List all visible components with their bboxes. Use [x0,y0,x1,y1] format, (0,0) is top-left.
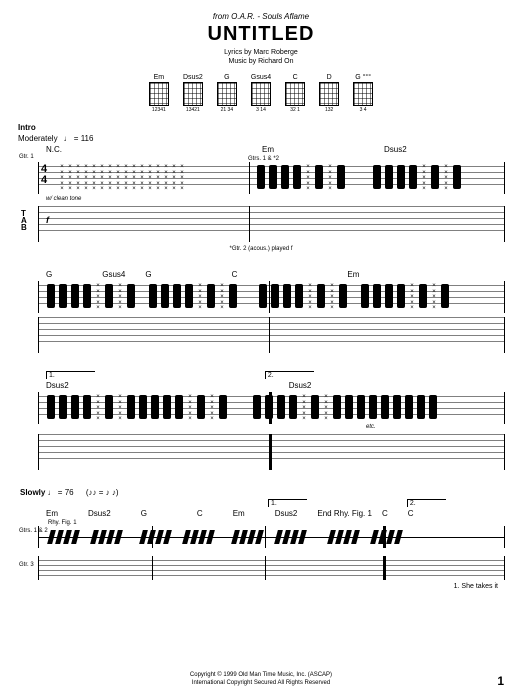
lyrics-credit: Lyrics by Marc Roberge [18,48,504,57]
chord-label: Dsus2 [46,381,69,390]
chord-labels-s2: G Gsus4 G C Em [18,270,504,279]
system-2: G Gsus4 G C Em ××××× ××××× ××××× ××××× × [18,270,504,353]
end-rhy-fig: End Rhy. Fig. 1 [317,509,372,518]
gtrs-label: Gtrs. 1 & 2 [19,528,48,534]
chord-diagram: D132 [319,74,339,113]
slowly-bpm: ♩ = 76 [48,488,74,497]
lyric-text: 1. She takes it [454,583,498,590]
tempo-bpm: ♩ = 116 [64,134,94,143]
chord-label: C [408,509,414,518]
slowly-tempo: Slowly ♩ = 76 (♪♪ = ♪ ♪) [20,488,504,497]
tempo-text: Moderately [18,134,58,143]
chord-label: Gsus4 [102,270,125,279]
tempo-marking: Moderately ♩ = 116 [18,134,504,143]
chord-diagrams-row: Em12341 Dsus213421 G21 34 Gsus43 14 C32 … [18,74,504,113]
chord-group: ××××× ××××× ××××× ××××× ××××× ××××× ××××… [47,284,449,310]
muted-strum-group: ××××× ××××× ××××× ××××× ××××× ××××× ××××… [59,165,185,191]
system-1: N.C. Em Dsus2 Gtrs. 1 & *2 Gtr. 1 44 ×××… [18,145,504,252]
chord-label: G [46,270,52,279]
system-3: 1. 2. Dsus2 Dsus2 ××××× ××××× ××××× ××××… [18,371,504,470]
song-title: UNTITLED [18,23,504,46]
chord-label: C [232,270,238,279]
clean-tone-note: w/ clean tone [46,196,504,202]
chord-labels-s3: Dsus2 Dsus2 [18,381,504,390]
notation-staff: ××××× ××××× ××××× ××××× ××××× ××××× [38,392,504,424]
notation-staff: ××××× ××××× ××××× ××××× ××××× ××××× ××××… [38,281,504,313]
chord-label: G [141,509,147,518]
repeat-marks: 1. 2. [268,499,504,507]
music-credit: Music by Richard On [18,57,504,66]
chord-label: C [382,509,388,518]
tab-label: TAB [21,210,27,231]
vocal-staff: Gtr. 3 [38,556,504,580]
chord-labels-s4: Em Dsus2 G C Em Dsus2 End Rhy. Fig. 1 C … [18,509,504,518]
chord-label: Dsus2 [275,509,298,518]
chord-diagram: G21 34 [217,74,237,113]
sheet-header: from O.A.R. - Souls Aflame UNTITLED Lyri… [18,12,504,66]
chord-group: ××××× ××××× ××××× ××××× [257,165,461,191]
chord-label: Dsus2 [289,381,312,390]
system-4: Slowly ♩ = 76 (♪♪ = ♪ ♪) 1. 2. Em Dsus2 … [18,488,504,580]
chord-diagram: Gsus43 14 [251,74,271,113]
chord-label: Em [347,270,359,279]
chord-label: Em [233,509,245,518]
chord-label: Dsus2 [384,145,407,154]
repeat-2: 2. [407,499,446,507]
nc-label: N.C. [46,145,62,154]
gtr1-label: Gtr. 1 [19,154,34,160]
repeat-2: 2. [265,371,314,379]
page-number: 1 [497,674,504,688]
etc-note: etc. [366,424,504,430]
chord-label: Em [262,145,274,154]
chord-label: G [145,270,151,279]
copyright-line: Copyright © 1999 Old Man Time Music, Inc… [0,672,522,680]
chord-label: Dsus2 [88,509,111,518]
repeat-marks: 1. 2. [46,371,504,379]
repeat-1: 1. [46,371,95,379]
source-line: from O.A.R. - Souls Aflame [18,12,504,21]
notation-staff: Gtr. 1 44 ××××× ××××× ××××× ××××× ××××× … [38,162,504,194]
rights-line: International Copyright Secured All Righ… [0,680,522,688]
tab-staff [38,317,504,353]
chord-diagram: C32 1 [285,74,305,113]
chord-label: C [197,509,203,518]
tab-staff [38,434,504,470]
chord-labels-s1: N.C. Em Dsus2 [18,145,504,154]
chord-diagram: G °°°3 4 [353,74,373,113]
slowly-label: Slowly [20,488,45,497]
chord-label: Em [46,509,58,518]
chord-diagram: Em12341 [149,74,169,113]
swing-marking: (♪♪ = ♪ ♪) [86,488,119,497]
chord-diagram: Dsus213421 [183,74,203,113]
repeat-1: 1. [268,499,307,507]
copyright-footer: Copyright © 1999 Old Man Time Music, Inc… [0,672,522,688]
chord-group: ××××× ××××× ××××× ××××× ××××× ××××× [47,395,437,421]
intro-tempo-row: Intro [18,123,504,132]
gtr3-label: Gtr. 3 [19,562,34,568]
footnote: *Gtr. 2 (acous.) played f [18,246,504,252]
tab-staff: TAB [38,206,504,242]
intro-label: Intro [18,123,36,132]
rhythm-staff: Gtrs. 1 & 2 [38,526,504,548]
rhythm-slashes [49,530,401,544]
